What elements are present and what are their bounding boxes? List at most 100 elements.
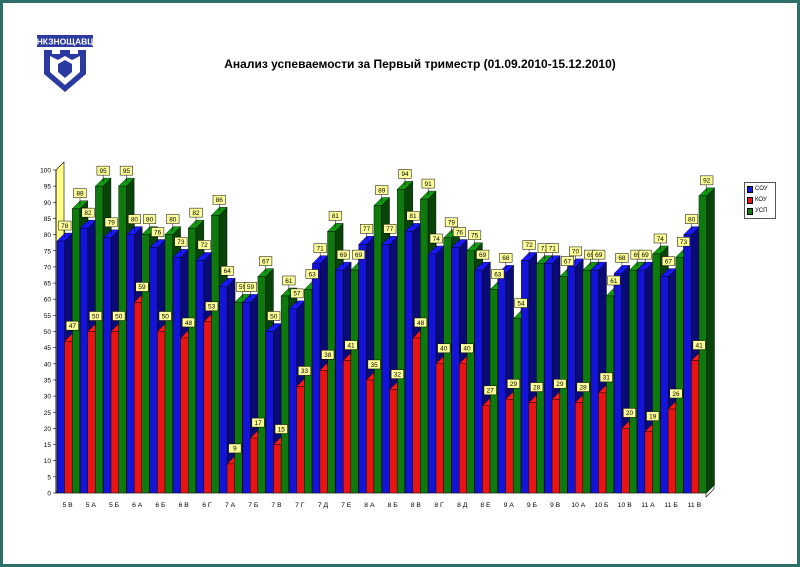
data-label-box: [444, 217, 458, 228]
data-label-sou: 68: [502, 255, 510, 262]
data-label-box: [522, 240, 536, 250]
data-label-box: [429, 233, 443, 244]
y-tick-label: 35: [44, 377, 52, 384]
bar-kou: [482, 405, 491, 494]
data-label-sou: 80: [688, 216, 696, 223]
bar-sou: [637, 269, 646, 494]
bar-kou: [412, 337, 421, 494]
data-label-kou: 26: [672, 391, 680, 398]
data-label-kou: 28: [533, 384, 541, 391]
x-tick-label: 6 Б: [155, 502, 166, 509]
y-tick-label: 45: [44, 345, 52, 352]
data-label-box: [623, 408, 637, 418]
data-label-kou: 19: [649, 413, 657, 420]
data-label-box: [274, 424, 288, 434]
bar-usp: [280, 295, 289, 494]
data-label-box: [468, 230, 482, 240]
x-tick-label: 7 Б: [248, 502, 259, 509]
data-label-sou: 69: [479, 252, 487, 259]
bar-usp: [95, 185, 104, 494]
data-label-box: [514, 298, 528, 308]
data-label-box: [189, 207, 203, 218]
data-label-box: [73, 188, 87, 199]
data-label-box: [321, 350, 335, 360]
data-label-box: [151, 227, 165, 237]
bar-usp: [188, 227, 197, 494]
bar-kou: [691, 360, 700, 494]
bar-usp: [536, 263, 545, 494]
bar-kou: [644, 431, 653, 494]
chart-title: Анализ успеваемости за Первый триместр (…: [224, 57, 616, 71]
data-label-box: [545, 243, 559, 253]
data-label-box: [267, 311, 281, 321]
data-label-box: [607, 275, 621, 286]
data-label-box: [414, 317, 428, 328]
y-tick-label: 70: [44, 264, 52, 271]
data-label-box: [669, 388, 683, 399]
data-label-box: [437, 343, 451, 354]
data-label-sou: 72: [200, 242, 208, 249]
data-label-box: [677, 236, 691, 247]
data-label-box: [174, 236, 188, 247]
bar-kou: [64, 340, 73, 494]
data-label-box: [119, 165, 133, 176]
data-label-sou: 64: [224, 268, 232, 275]
data-label-kou: 50: [115, 313, 123, 320]
data-label-box: [421, 178, 435, 189]
bar-sou: [474, 269, 483, 494]
bar-usp: [652, 253, 661, 494]
data-label-box: [244, 282, 258, 292]
data-label-kou: 29: [556, 381, 564, 388]
data-label-box: [576, 382, 590, 392]
bar-usp: [513, 318, 522, 494]
data-label-kou: 20: [626, 410, 634, 417]
data-label-box: [205, 301, 219, 312]
data-label-box: [367, 359, 381, 370]
data-label-sou: 74: [433, 236, 441, 243]
data-label-kou: 40: [440, 346, 448, 353]
y-tick-label: 90: [44, 200, 52, 207]
data-label-kou: 38: [324, 352, 332, 359]
data-label-kou: 48: [185, 320, 193, 327]
data-label-box: [220, 266, 234, 276]
x-tick-label: 10 А: [571, 502, 585, 509]
bar-usp: [373, 205, 382, 494]
school-crest-icon: НКЗНОЩАВЦ: [36, 34, 94, 94]
data-label-usp: 54: [517, 300, 525, 307]
data-label-sou: 78: [61, 223, 69, 230]
bar-kou: [319, 370, 328, 494]
data-label-kou: 27: [487, 388, 495, 395]
bar-kou: [528, 402, 537, 494]
data-label-box: [135, 282, 149, 292]
data-label-box: [298, 366, 312, 376]
data-label-box: [305, 269, 319, 279]
bar-sou: [242, 302, 251, 494]
data-label-box: [112, 311, 126, 321]
x-tick-label: 6 В: [179, 502, 190, 509]
data-label-kou: 31: [603, 375, 611, 382]
data-label-usp: 80: [146, 216, 154, 223]
data-label-kou: 53: [208, 304, 216, 311]
y-tick-label: 0: [47, 491, 51, 498]
bar-sou: [312, 263, 321, 494]
y-tick-label: 100: [40, 168, 51, 175]
bar-kou: [273, 444, 282, 494]
legend-swatch-sou: [747, 186, 753, 193]
data-label-kou: 59: [138, 284, 146, 291]
data-label-box: [158, 311, 172, 321]
bar-kou: [551, 399, 560, 494]
data-label-box: [499, 253, 513, 263]
data-label-sou: 77: [386, 226, 394, 233]
data-label-sou: 81: [409, 213, 417, 220]
data-label-usp: 67: [262, 258, 270, 265]
data-label-box: [328, 211, 342, 221]
data-label-sou: 72: [525, 242, 533, 249]
data-label-usp: 81: [332, 213, 340, 220]
x-tick-label: 6 А: [132, 502, 143, 509]
data-label-box: [344, 340, 358, 350]
bar-sou: [613, 273, 622, 494]
x-tick-label: 8 А: [364, 502, 375, 509]
data-label-box: [615, 253, 629, 263]
legend-swatch-kou: [747, 197, 753, 204]
y-tick-label: 10: [44, 458, 52, 465]
